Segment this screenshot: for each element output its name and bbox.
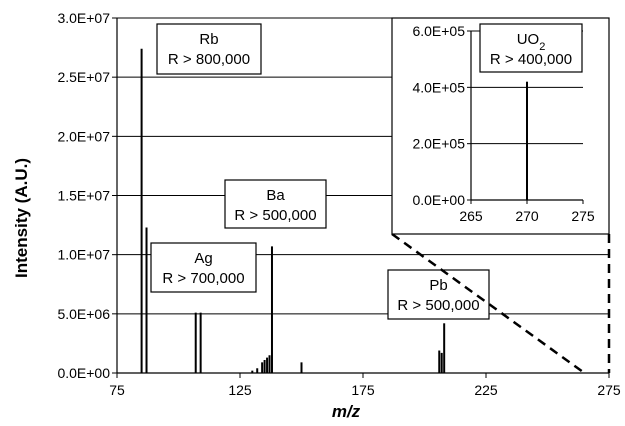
x-tick-label: 75 <box>109 382 125 398</box>
annotation-box <box>479 23 583 73</box>
annotation-element: Rb <box>199 31 218 48</box>
inset-y-tick-label: 0.0E+00 <box>412 192 465 208</box>
annotation-box <box>150 242 257 293</box>
annotation-rb: Rb R > 800,000 <box>156 23 262 75</box>
x-tick-label: 275 <box>597 382 621 398</box>
y-tick-label: 2.0E+07 <box>57 128 110 144</box>
annotation-ba: Ba R > 500,000 <box>224 179 327 229</box>
y-tick-label: 2.5E+07 <box>57 69 110 85</box>
inset-y-tick-label: 4.0E+05 <box>412 79 465 95</box>
annotation-element: Pb <box>429 277 447 294</box>
x-tick-label: 225 <box>474 382 498 398</box>
annotation-pb: Pb R > 500,000 <box>387 269 490 320</box>
annotation-resolution: R > 500,000 <box>234 207 316 224</box>
inset-y-tick-label: 2.0E+05 <box>412 136 465 152</box>
annotation-resolution: R > 400,000 <box>490 51 572 68</box>
tick-labels: 0.0E+00 5.0E+06 1.0E+07 1.5E+07 2.0E+07 2.5E+… <box>57 10 620 398</box>
annotation-element-subscript: 2 <box>539 41 545 53</box>
annotation-element: Ag <box>194 250 212 267</box>
inset-y-tick-label: 6.0E+05 <box>412 23 465 39</box>
inset-x-tick-label: 275 <box>571 208 595 224</box>
y-tick-label: 0.0E+00 <box>57 365 110 381</box>
x-tick-label: 125 <box>228 382 252 398</box>
inset-x-tick-label: 270 <box>515 208 539 224</box>
zoom-line-left <box>391 232 586 375</box>
annotation-resolution: R > 800,000 <box>168 51 250 68</box>
annotation-resolution: R > 500,000 <box>397 297 479 314</box>
annotations: Rb R > 800,000 Ba R > 500,000 Ag R > 700,000 P… <box>150 23 490 320</box>
y-tick-label: 3.0E+07 <box>57 10 110 26</box>
x-tick-label: 175 <box>351 382 375 398</box>
y-tick-label: 1.0E+07 <box>57 247 110 263</box>
y-tick-label: 1.5E+07 <box>57 188 110 204</box>
y-tick-label: 5.0E+06 <box>57 306 110 322</box>
spectrum-peaks <box>140 48 446 373</box>
annotation-box <box>224 179 327 229</box>
inset-chart: 0.0E+00 2.0E+05 4.0E+05 6.0E+05 265 270 275 UO2… <box>391 17 610 235</box>
inset-x-tick-label: 265 <box>459 208 483 224</box>
y-axis-title: Intensity (A.U.) <box>12 158 31 278</box>
axes <box>112 17 610 378</box>
annotation-ag: Ag R > 700,000 <box>150 242 257 293</box>
annotation-box <box>387 269 490 320</box>
x-axis-title: m/z <box>332 402 361 421</box>
annotation-resolution: R > 700,000 <box>162 270 244 287</box>
zoom-lines <box>391 232 611 375</box>
annotation-element: Ba <box>266 187 285 204</box>
annotation-element-base: UO <box>517 31 540 48</box>
annotation-box <box>156 23 262 75</box>
annotation-element: UO2 <box>517 31 546 53</box>
